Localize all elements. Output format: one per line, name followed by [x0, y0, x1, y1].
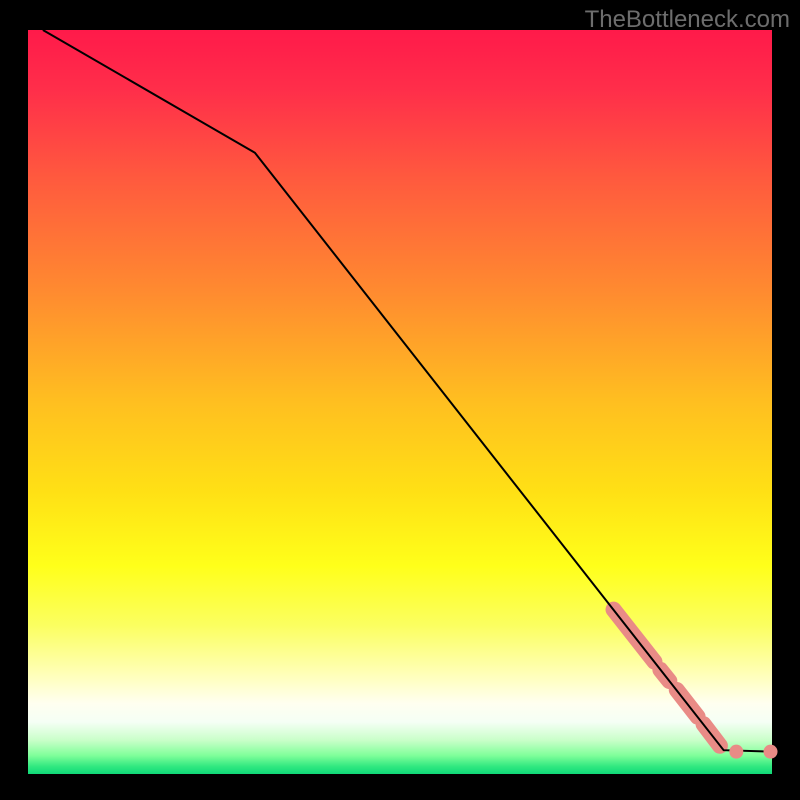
marker-dot — [729, 745, 743, 759]
marker-dot — [764, 745, 778, 759]
curve-layer — [0, 0, 800, 800]
bottleneck-curve — [43, 30, 772, 752]
watermark-text: TheBottleneck.com — [585, 6, 790, 34]
chart-frame: TheBottleneck.com — [0, 0, 800, 800]
